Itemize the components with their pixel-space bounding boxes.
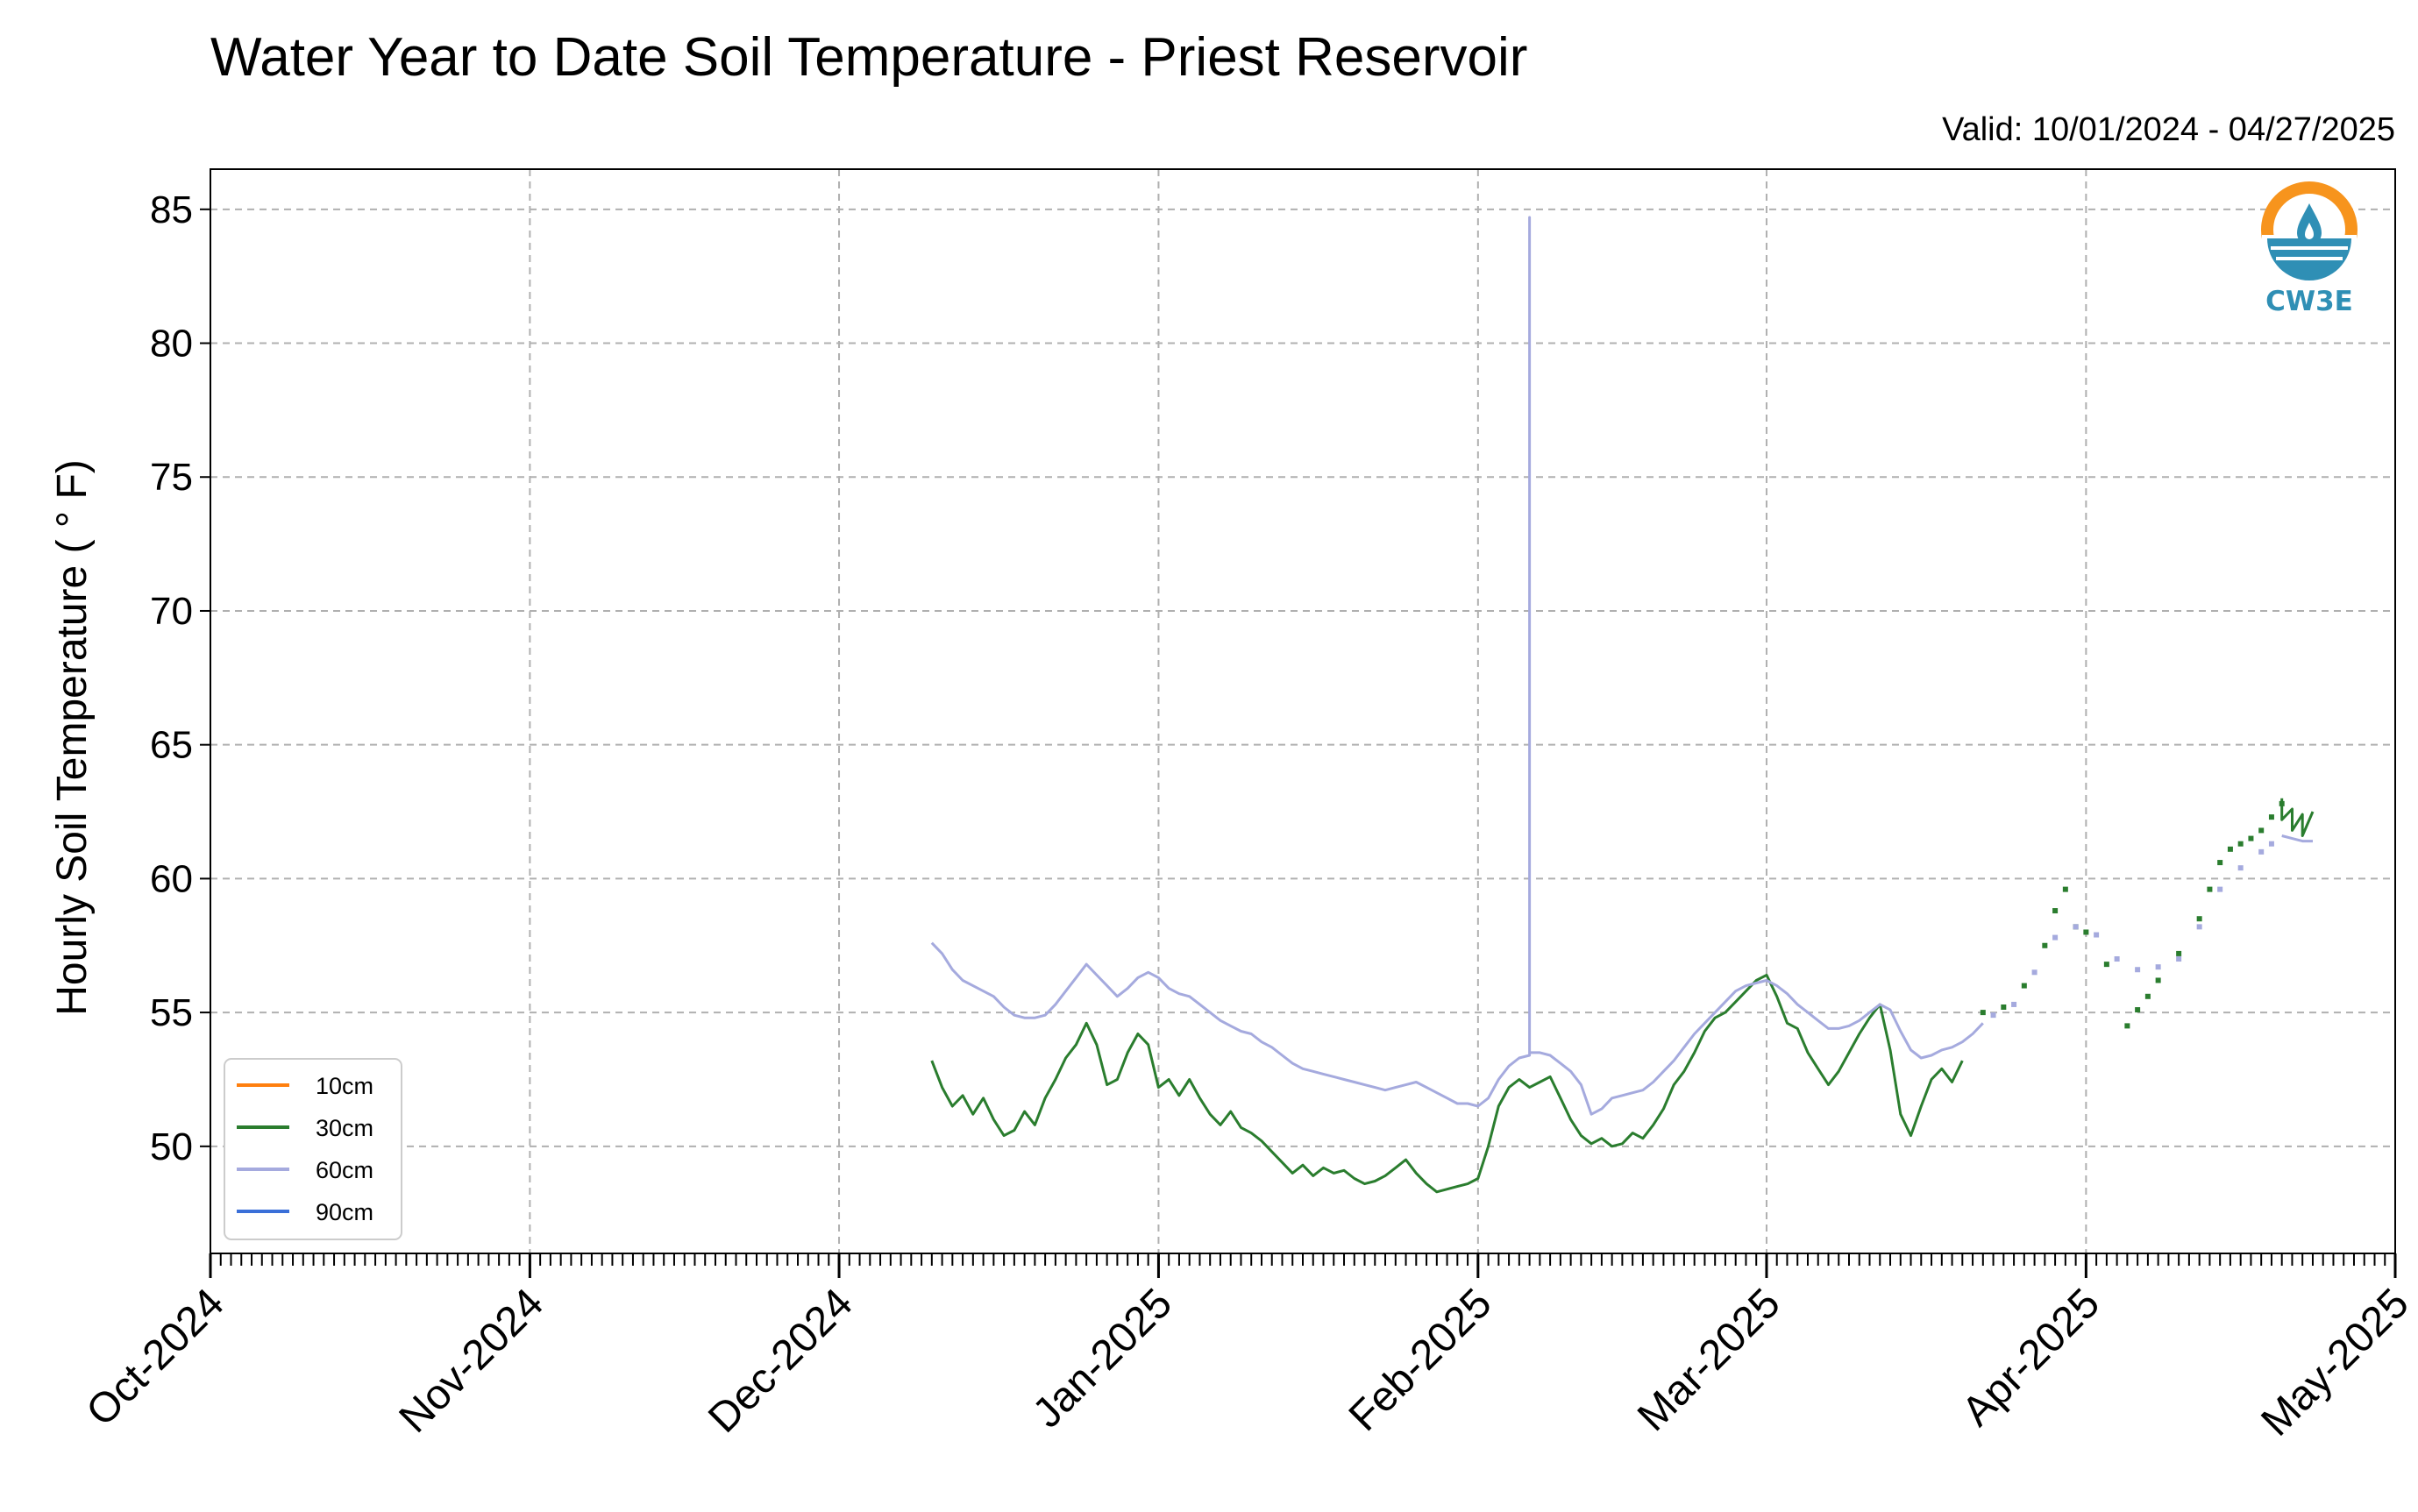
sparse-point-30cm bbox=[2062, 886, 2068, 892]
grid-lines bbox=[210, 169, 2395, 1253]
sparse-point-30cm bbox=[2196, 916, 2202, 922]
y-tick-label: 85 bbox=[150, 188, 193, 231]
sparse-point-30cm bbox=[2052, 908, 2059, 914]
sparse-point-60cm bbox=[2176, 956, 2182, 962]
legend-box bbox=[224, 1058, 402, 1240]
sparse-point-60cm bbox=[1990, 1012, 1996, 1019]
sparse-point-30cm bbox=[2248, 835, 2254, 841]
sparse-point-30cm bbox=[2207, 886, 2213, 892]
sparse-point-30cm bbox=[2176, 950, 2182, 956]
sparse-point-60cm bbox=[2011, 1001, 2017, 1007]
y-axis: 50 55 60 65 70 75 80 85 bbox=[150, 188, 210, 1168]
y-axis-label: Hourly Soil Temperature ( ° F) bbox=[49, 459, 96, 1016]
sparse-point-30cm bbox=[2135, 1007, 2141, 1013]
sparse-point-60cm bbox=[2196, 924, 2202, 930]
sparse-point-60cm bbox=[2258, 848, 2265, 855]
sparse-point-60cm bbox=[2073, 924, 2079, 930]
sparse-point-30cm bbox=[2021, 983, 2027, 989]
y-tick-label: 50 bbox=[150, 1125, 193, 1168]
sparse-point-30cm bbox=[2237, 841, 2244, 847]
sparse-point-30cm bbox=[2217, 860, 2223, 866]
plot-series bbox=[930, 216, 2315, 1194]
y-tick-label: 70 bbox=[150, 590, 193, 633]
chart-title: Water Year to Date Soil Temperature - Pr… bbox=[210, 27, 1527, 88]
sparse-point-60cm bbox=[2031, 969, 2038, 976]
y-tick-label: 55 bbox=[150, 991, 193, 1034]
sparse-point-60cm bbox=[2217, 886, 2223, 892]
legend-label: 90cm bbox=[316, 1199, 373, 1225]
legend-label: 30cm bbox=[316, 1115, 373, 1141]
x-tick-label: Apr-2025 bbox=[1953, 1280, 2109, 1435]
sparse-point-60cm bbox=[2052, 934, 2059, 941]
legend-label: 10cm bbox=[316, 1073, 373, 1099]
x-tick-label: Dec-2024 bbox=[700, 1280, 862, 1442]
series-line-60cm bbox=[930, 216, 1984, 1116]
sparse-point-30cm bbox=[2258, 827, 2265, 834]
x-tick-label: Oct-2024 bbox=[78, 1280, 233, 1435]
legend-label: 60cm bbox=[316, 1157, 373, 1183]
sparse-point-60cm bbox=[2237, 865, 2244, 871]
x-tick-label: Nov-2024 bbox=[391, 1280, 553, 1442]
x-axis: Oct-2024 Nov-2024 Dec-2024 Jan-2025 Feb-2025… bbox=[78, 1253, 2418, 1445]
series-line-30cm-tail bbox=[2280, 798, 2315, 837]
series-line-60cm-tail bbox=[2281, 834, 2313, 843]
plot-frame bbox=[210, 168, 2396, 1254]
sparse-point-30cm bbox=[1980, 1010, 1986, 1016]
x-tick-label: May-2025 bbox=[2252, 1280, 2417, 1445]
sparse-point-60cm bbox=[2114, 956, 2120, 962]
y-tick-label: 60 bbox=[150, 857, 193, 900]
y-tick-label: 75 bbox=[150, 456, 193, 499]
sparse-point-30cm bbox=[2103, 962, 2109, 968]
cw3e-logo: CW3E bbox=[2261, 181, 2358, 317]
x-tick-label: Jan-2025 bbox=[1024, 1280, 1181, 1437]
sparse-point-30cm bbox=[2227, 846, 2233, 852]
logo-text: CW3E bbox=[2265, 286, 2353, 317]
x-tick-label: Feb-2025 bbox=[1341, 1280, 1501, 1440]
sparse-point-30cm bbox=[2155, 977, 2161, 983]
series-line-30cm bbox=[930, 973, 1964, 1194]
sparse-point-60cm bbox=[2094, 932, 2100, 938]
legend: 10cm 30cm 60cm 90cm bbox=[224, 1058, 402, 1240]
sparse-point-30cm bbox=[2124, 1023, 2130, 1029]
y-tick-label: 80 bbox=[150, 323, 193, 366]
sparse-point-30cm bbox=[2042, 942, 2048, 948]
water-drop-icon bbox=[2261, 181, 2358, 280]
y-tick-label: 65 bbox=[150, 724, 193, 767]
x-tick-label: Mar-2025 bbox=[1629, 1280, 1789, 1440]
sparse-point-30cm bbox=[2144, 993, 2151, 999]
sparse-point-30cm bbox=[2268, 814, 2274, 820]
sparse-point-60cm bbox=[2135, 967, 2141, 973]
chart-subtitle: Valid: 10/01/2024 - 04/27/2025 bbox=[1942, 111, 2395, 148]
sparse-point-60cm bbox=[2268, 841, 2274, 847]
sparse-point-60cm bbox=[2155, 964, 2161, 970]
sparse-point-30cm bbox=[2083, 929, 2089, 935]
sparse-point-30cm bbox=[2001, 1004, 2007, 1011]
